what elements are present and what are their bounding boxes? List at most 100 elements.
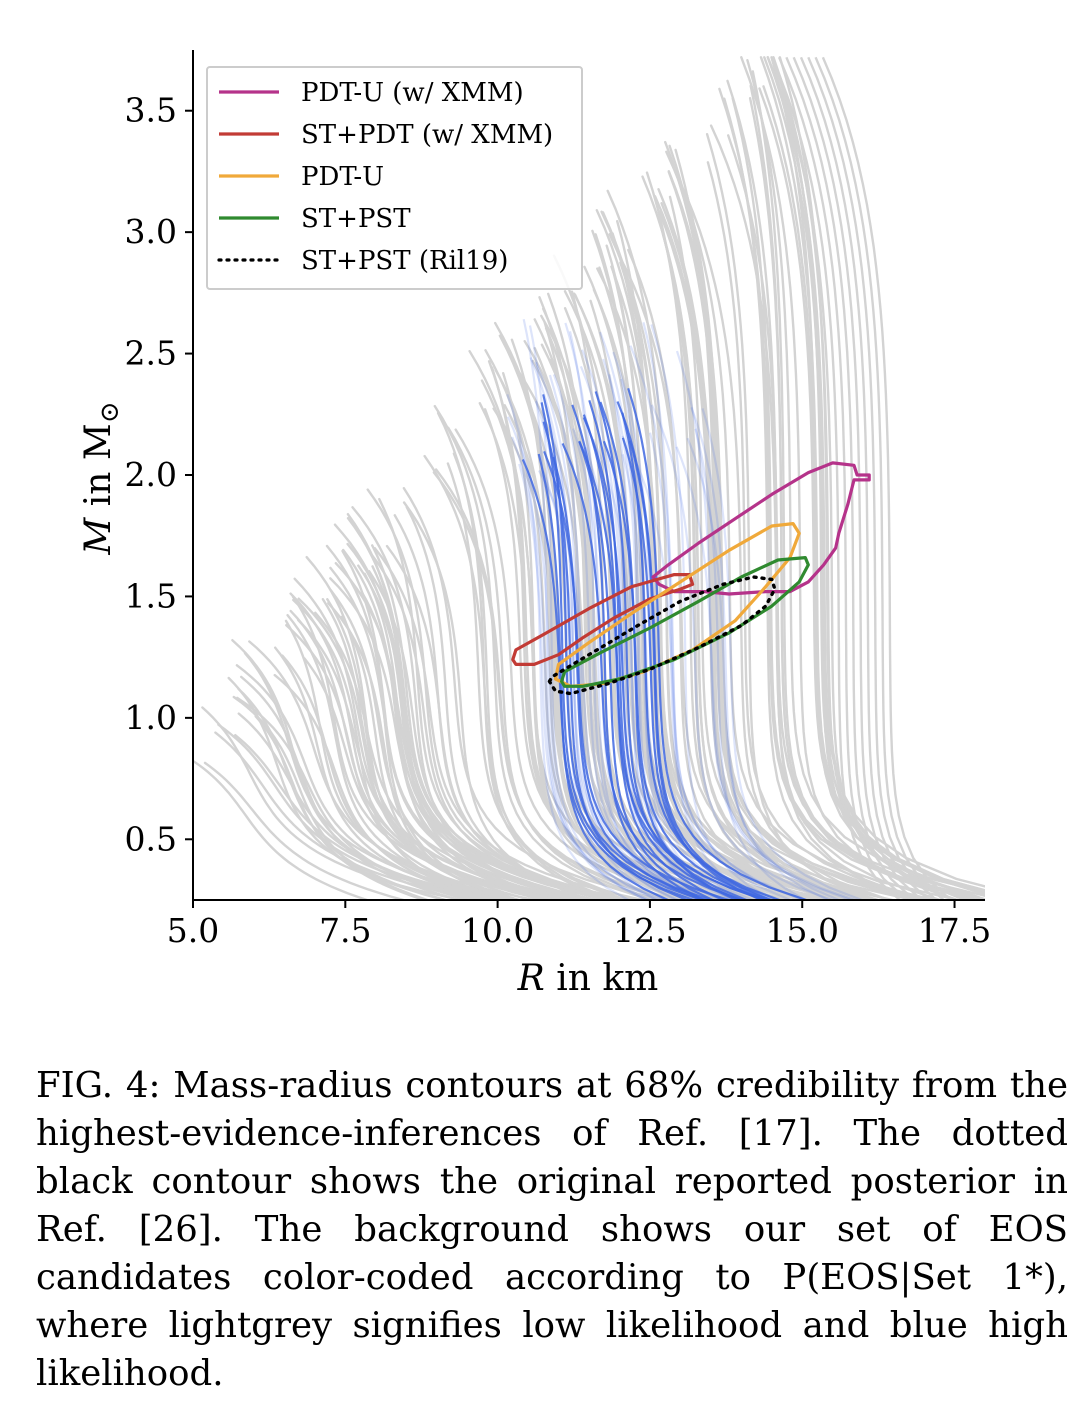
legend-label: PDT-U (w/ XMM) (301, 78, 524, 108)
eos-curve-low (201, 706, 463, 900)
eos-curve-low (758, 87, 985, 892)
y-tick-label: 3.0 (125, 212, 177, 251)
eos-curve-medium (528, 325, 657, 900)
eos-curve-low (393, 514, 608, 900)
eos-curve-low (573, 292, 820, 900)
eos-curve-high (561, 442, 743, 900)
eos-curve-medium (548, 374, 707, 900)
eos-curve-medium (686, 437, 840, 900)
eos-curve-low (234, 734, 503, 900)
eos-curve-low (664, 140, 934, 900)
eos-curve-low (653, 195, 876, 900)
eos-curve-medium (650, 404, 833, 900)
eos-curve-low (433, 404, 652, 900)
eos-curve-low (340, 615, 513, 900)
eos-curve-low (657, 188, 891, 900)
eos-curve-low (243, 652, 519, 900)
eos-curve-low (305, 556, 519, 900)
legend-label: ST+PST (301, 204, 411, 234)
eos-curve-low (676, 174, 891, 900)
eos-curve-low (289, 592, 546, 900)
eos-curve-low (746, 59, 985, 894)
eos-curve-low (544, 327, 761, 900)
eos-curve-low (217, 723, 490, 900)
eos-curve-low (342, 548, 565, 900)
eos-curve-low (766, 56, 957, 900)
eos-curve-low (286, 614, 511, 900)
x-tick-label: 10.0 (461, 911, 534, 950)
plot-area (193, 56, 985, 900)
eos-curve-high (552, 456, 704, 900)
eos-curve-low (327, 602, 507, 900)
eos-curve-low (748, 97, 979, 900)
y-tick-label: 3.5 (125, 91, 177, 130)
eos-curve-medium (568, 331, 712, 900)
eos-curve-low (329, 589, 556, 900)
eos-curve-low (292, 598, 487, 900)
eos-curve-medium (629, 345, 760, 900)
eos-curve-low (731, 97, 985, 900)
eos-curve-low (366, 488, 626, 900)
eos-curve-low (405, 505, 606, 900)
eos-curve-medium (518, 463, 664, 900)
eos-curve-low (573, 293, 861, 900)
eos-curve-low (778, 56, 985, 896)
eos-curve-medium (701, 408, 863, 900)
eos-curve-low (468, 350, 746, 900)
x-axis-label: R in km (517, 958, 659, 999)
y-tick-label: 2.5 (125, 334, 177, 373)
eos-curve-low (617, 254, 915, 900)
eos-curve-low (718, 87, 978, 900)
eos-curve-medium (694, 428, 806, 900)
eos-curve-high (543, 451, 730, 900)
eos-curve-high (582, 414, 767, 900)
x-tick-label: 7.5 (319, 911, 371, 950)
eos-curve-low (371, 544, 623, 900)
eos-curve-low (231, 639, 480, 900)
eos-curve-medium (675, 446, 856, 900)
x-tick-label: 15.0 (765, 911, 838, 950)
y-tick-label: 1.5 (125, 576, 177, 615)
contour-st-pst (560, 556, 810, 688)
eos-curve-low (314, 611, 597, 900)
eos-curve-medium (690, 407, 829, 900)
eos-curve-low (785, 56, 916, 900)
eos-curve-low (325, 544, 515, 900)
eos-curve-low (346, 513, 620, 900)
credibility-contours (511, 461, 871, 696)
y-tick-label: 0.5 (125, 819, 177, 858)
eos-curve-low (665, 150, 959, 900)
eos-curve-low (502, 372, 691, 900)
eos-curve-low (706, 161, 931, 900)
eos-curve-low (814, 56, 945, 900)
eos-curve-low (446, 462, 638, 900)
eos-curve-low (291, 595, 562, 900)
mass-radius-figure: 5.0 7.5 10.0 12.5 15.0 17.5 0.5 1.0 1.5 2.0 2.5 3.0… (78, 50, 991, 999)
eos-curve-low (591, 229, 813, 900)
legend-box (206, 66, 583, 290)
eos-curve-medium (650, 324, 774, 900)
y-tick-label: 2.0 (125, 455, 177, 494)
eos-curve-low (227, 676, 446, 900)
eos-curve-low (762, 85, 985, 893)
eos-curve-medium (506, 394, 629, 900)
eos-curve-high (582, 417, 765, 900)
eos-curve-high (627, 387, 807, 900)
eos-curve-low (273, 673, 488, 900)
x-tick-label: 17.5 (918, 911, 991, 950)
low-likelihood-eos-curves (193, 56, 985, 900)
contour-st-pdt-w-xmm (511, 573, 695, 666)
legend-label: ST+PST (Ril19) (301, 246, 508, 276)
eos-curve-high (578, 441, 714, 900)
eos-curve-low (432, 471, 679, 900)
eos-curve-medium (648, 432, 804, 900)
legend-label: PDT-U (301, 162, 384, 192)
eos-curve-low (193, 760, 369, 900)
eos-curve-medium (602, 358, 735, 900)
eos-curve-medium (552, 374, 706, 900)
eos-curve-low (492, 407, 680, 900)
contour-pdt-u-w-xmm (651, 461, 871, 596)
eos-curve-medium (636, 464, 806, 900)
eos-curve-low (240, 675, 461, 900)
eos-curve-high (542, 394, 711, 900)
